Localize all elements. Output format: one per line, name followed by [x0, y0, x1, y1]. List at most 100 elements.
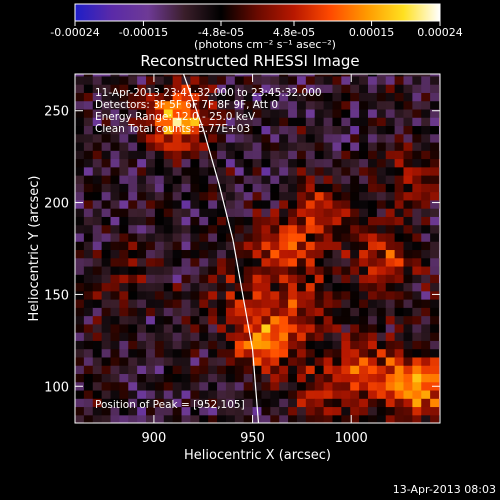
heatmap-cell — [367, 265, 378, 275]
heatmap-cell — [243, 100, 254, 110]
heatmap-cell — [83, 274, 94, 284]
heatmap-cell — [234, 108, 245, 118]
heatmap-cell — [359, 117, 369, 127]
heatmap-cell — [101, 191, 112, 201]
heatmap-cell — [376, 274, 387, 284]
heatmap-cell — [385, 199, 396, 209]
heatmap-cell — [314, 282, 325, 292]
heatmap-cell — [154, 249, 165, 259]
heatmap-cell — [323, 389, 334, 399]
heatmap-cell — [128, 290, 138, 300]
heatmap-cell — [217, 74, 227, 77]
heatmap-cell — [119, 216, 129, 226]
heatmap-cell — [146, 381, 156, 391]
heatmap-cell — [163, 406, 174, 416]
heatmap-cell — [412, 323, 422, 333]
heatmap-cell — [181, 348, 192, 358]
heatmap-cell — [75, 158, 85, 168]
heatmap-cell — [305, 133, 316, 143]
heatmap-cell — [296, 191, 307, 201]
heatmap-cell — [323, 315, 334, 325]
heatmap-cell — [83, 100, 94, 110]
heatmap-cell — [332, 315, 342, 325]
heatmap-cell — [367, 356, 378, 366]
heatmap-cell — [101, 406, 112, 416]
heatmap-cell — [154, 348, 165, 358]
heatmap-cell — [217, 175, 227, 184]
heatmap-cell — [172, 398, 183, 408]
heatmap-cell — [119, 406, 129, 416]
heatmap-cell — [430, 232, 440, 242]
heatmap-cell — [137, 100, 147, 110]
annotation-line: Clean Total counts: 5.77E+03 — [95, 123, 250, 135]
heatmap-cell — [137, 389, 147, 399]
heatmap-cell — [412, 191, 422, 201]
heatmap-cell — [314, 340, 325, 350]
heatmap-cell — [261, 183, 271, 193]
heatmap-cell — [119, 332, 129, 341]
heatmap-cell — [217, 183, 227, 193]
heatmap-cell — [154, 299, 165, 308]
heatmap-cell — [83, 373, 94, 383]
heatmap-cell — [412, 216, 422, 226]
heatmap-cell — [350, 282, 360, 292]
heatmap-cell — [137, 274, 147, 284]
heatmap-cell — [92, 74, 103, 77]
heatmap-cell — [421, 307, 431, 317]
heatmap-cell — [412, 414, 422, 423]
heatmap-cell — [261, 141, 271, 151]
heatmap-cell — [172, 249, 183, 259]
heatmap-cell — [208, 191, 218, 201]
heatmap-cell — [163, 299, 174, 308]
heatmap-cell — [270, 183, 280, 193]
heatmap-cell — [296, 133, 307, 143]
heatmap-cell — [314, 92, 325, 102]
heatmap-cell — [119, 274, 129, 284]
heatmap-cell — [270, 100, 280, 110]
heatmap-cell — [430, 389, 440, 399]
heatmap-cell — [288, 398, 298, 408]
heatmap-cell — [261, 373, 271, 383]
heatmap-cell — [359, 158, 369, 168]
heatmap-cell — [225, 274, 236, 284]
heatmap-cell — [181, 232, 192, 242]
heatmap-cell — [119, 158, 129, 168]
heatmap-cell — [261, 406, 271, 416]
heatmap-cell — [403, 373, 413, 383]
heatmap-cell — [394, 398, 405, 408]
heatmap-cell — [243, 199, 254, 209]
heatmap-cell — [314, 133, 325, 143]
heatmap-cell — [190, 356, 200, 366]
heatmap-cell — [190, 398, 200, 408]
heatmap-cell — [75, 125, 85, 135]
heatmap-cell — [430, 224, 440, 234]
heatmap-cell — [359, 307, 369, 317]
heatmap-cell — [225, 241, 236, 251]
heatmap-cell — [314, 108, 325, 118]
heatmap-cell — [208, 274, 218, 284]
heatmap-cell — [137, 232, 147, 242]
heatmap-cell — [190, 166, 200, 176]
heatmap-cell — [350, 274, 360, 284]
heatmap-cell — [83, 141, 94, 151]
heatmap-cell — [181, 315, 192, 325]
heatmap-cell — [323, 257, 334, 267]
heatmap-cell — [83, 92, 94, 102]
heatmap-cell — [225, 249, 236, 259]
heatmap-cell — [110, 216, 120, 226]
heatmap-cell — [225, 175, 236, 184]
heatmap-cell — [385, 191, 396, 201]
heatmap-cell — [332, 92, 342, 102]
heatmap-cell — [430, 406, 440, 416]
heatmap-cell — [128, 249, 138, 259]
heatmap-cell — [83, 323, 94, 333]
heatmap-cell — [75, 282, 85, 292]
chart-title: Reconstructed RHESSI Image — [140, 52, 360, 70]
heatmap-cell — [172, 332, 183, 341]
heatmap-cell — [110, 183, 120, 193]
heatmap-cell — [305, 406, 316, 416]
heatmap-cell — [181, 365, 192, 375]
heatmap-cell — [412, 92, 422, 102]
heatmap-cell — [128, 75, 138, 85]
heatmap-cell — [163, 389, 174, 399]
